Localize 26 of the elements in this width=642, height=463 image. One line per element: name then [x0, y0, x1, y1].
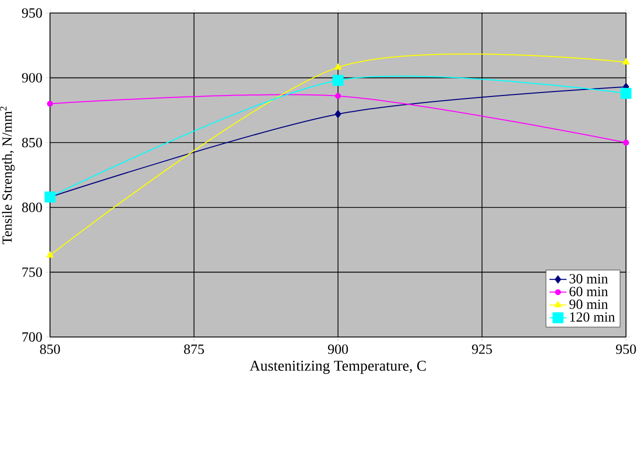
x-axis-title: Austenitizing Temperature, C: [250, 360, 426, 374]
point: [332, 74, 344, 86]
x-tick-label: 875: [184, 344, 204, 354]
point: [623, 140, 629, 146]
x-tick-label: 950: [616, 344, 636, 354]
legend-label: 90 min: [569, 300, 608, 309]
point: [334, 63, 342, 70]
point: [334, 110, 342, 118]
y-tick-label: 900: [22, 73, 42, 83]
point: [46, 251, 54, 258]
x-tick-label: 900: [328, 344, 348, 354]
y-tick-label: 750: [22, 267, 42, 277]
x-tick-label: 850: [40, 344, 60, 354]
point: [335, 92, 341, 99]
y-tick-label: 950: [22, 8, 42, 18]
y-axis-title: Tensile Strength, N/mm$^{2}$: [0, 106, 15, 244]
y-tick-label: 800: [22, 202, 42, 212]
legend-label: 60 min: [570, 286, 608, 296]
legend-label: 30 min: [570, 274, 608, 284]
x-tick-label: 925: [472, 344, 492, 354]
y-tick-label: 700: [22, 332, 42, 342]
point: [622, 58, 630, 64]
point: [47, 100, 53, 107]
y-tick-label: 850: [22, 138, 42, 148]
legend-label: 120 min: [570, 312, 615, 322]
point: [620, 88, 632, 99]
